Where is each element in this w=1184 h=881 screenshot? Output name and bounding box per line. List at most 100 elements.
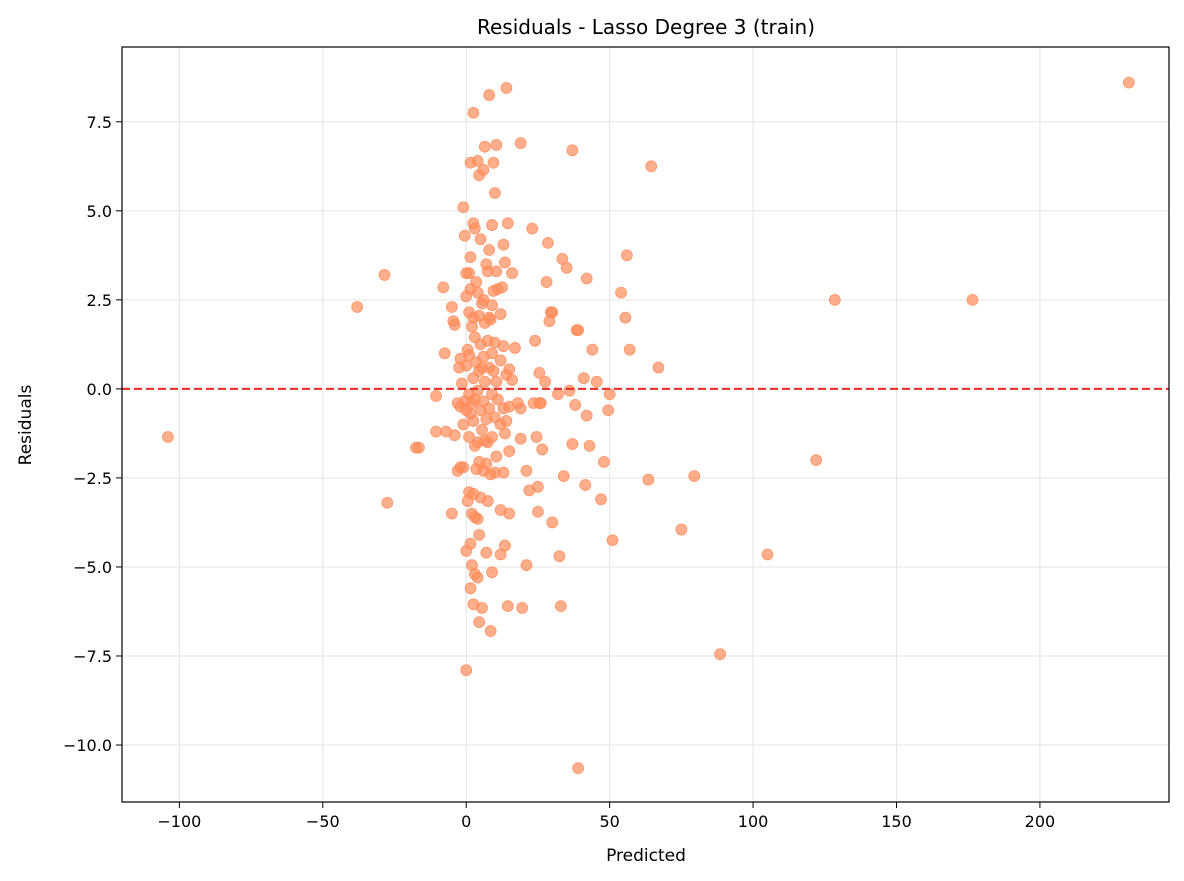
scatter-point [619,311,632,324]
scatter-point [506,267,519,280]
scatter-point [161,431,174,443]
y-tick-label: 7.5 [87,113,112,132]
scatter-point [606,534,619,547]
y-tick-label: −10.0 [63,736,112,755]
scatter-point [506,374,519,386]
scatter-point [486,431,498,443]
scatter-point [437,281,450,294]
scatter-point [478,375,491,388]
y-tick-label: 0.0 [87,380,112,399]
scatter-point [714,648,726,661]
scatter-point [438,347,451,360]
scatter-point [595,493,607,506]
scatter-point [497,340,510,353]
scatter-point [580,272,593,285]
scatter-point [463,431,475,443]
x-tick-label: 200 [1025,812,1056,831]
scatter-point [463,267,475,280]
scatter-point [652,361,665,374]
scatter-point [497,238,510,251]
scatter-point [430,425,443,438]
scatter-point [603,388,616,401]
scatter-point [572,324,584,337]
scatter-point [491,393,504,406]
scatter-point [471,571,484,584]
scatter-point [483,89,496,101]
scatter-point [590,375,603,388]
scatter-point [496,281,508,294]
scatter-point [460,664,473,677]
scatter-point [499,427,511,440]
scatter-point [486,299,498,312]
scatter-point [620,249,633,262]
x-axis-label: Predicted [606,846,686,866]
scatter-point [577,372,590,385]
scatter-point [487,156,500,169]
y-tick-label: −2.5 [73,469,112,488]
scatter-point [476,602,488,614]
scatter-point [378,269,391,281]
scatter-point [476,423,488,436]
grid-layer [122,47,1169,802]
scatter-point [483,244,496,256]
scatter-point [503,507,516,520]
scatter-points-layer [161,76,1135,775]
scatter-point [569,399,582,411]
scatter-point [494,354,507,367]
scatter-point [468,222,481,235]
scatter-point [474,233,487,246]
scatter-point [484,313,497,326]
x-tick-label: −100 [157,812,201,831]
scatter-point [623,343,636,356]
y-axis-label: Residuals [16,385,36,466]
scatter-point [688,470,701,483]
scatter-point [501,217,514,230]
scatter-point [490,265,503,278]
scatter-point [467,415,480,427]
scatter-point [566,144,579,157]
scatter-point [645,160,658,173]
scatter-point [572,762,584,775]
scatter-point [457,461,470,474]
scatter-point [579,479,592,491]
scatter-point [483,402,496,415]
scatter-point [490,139,503,151]
scatter-point [497,466,510,479]
scatter-point [500,82,513,94]
scatter-point [810,454,823,467]
scatter-point [1122,76,1135,89]
scatter-point [412,441,425,454]
scatter-point [499,256,511,269]
scatter-point [467,106,480,119]
scatter-point [563,384,576,397]
scatter-point [471,512,484,525]
scatter-point [516,602,529,614]
scatter-point [490,450,503,463]
scatter-point [542,236,554,249]
scatter-point [463,349,475,361]
chart-title: Residuals - Lasso Degree 3 (train) [477,15,815,39]
scatter-point [494,308,507,320]
scatter-point [529,334,541,347]
scatter-point [430,390,443,402]
scatter-point [489,187,501,199]
scatter-point [536,443,549,456]
x-tick-label: 0 [461,812,471,831]
scatter-point [480,457,493,470]
scatter-point [828,293,841,306]
scatter-point [553,550,566,563]
y-tick-label: −7.5 [73,647,112,666]
scatter-point [532,505,544,518]
x-tick-label: −50 [306,812,340,831]
scatter-point [540,276,553,288]
scatter-point [761,548,774,561]
scatter-point [457,201,470,214]
scatter-point [503,363,516,376]
scatter-point [583,439,596,452]
scatter-point [477,293,490,306]
scatter-point [470,276,483,288]
scatter-point [546,306,559,319]
scatter-point [448,318,461,331]
scatter-point [552,388,564,401]
